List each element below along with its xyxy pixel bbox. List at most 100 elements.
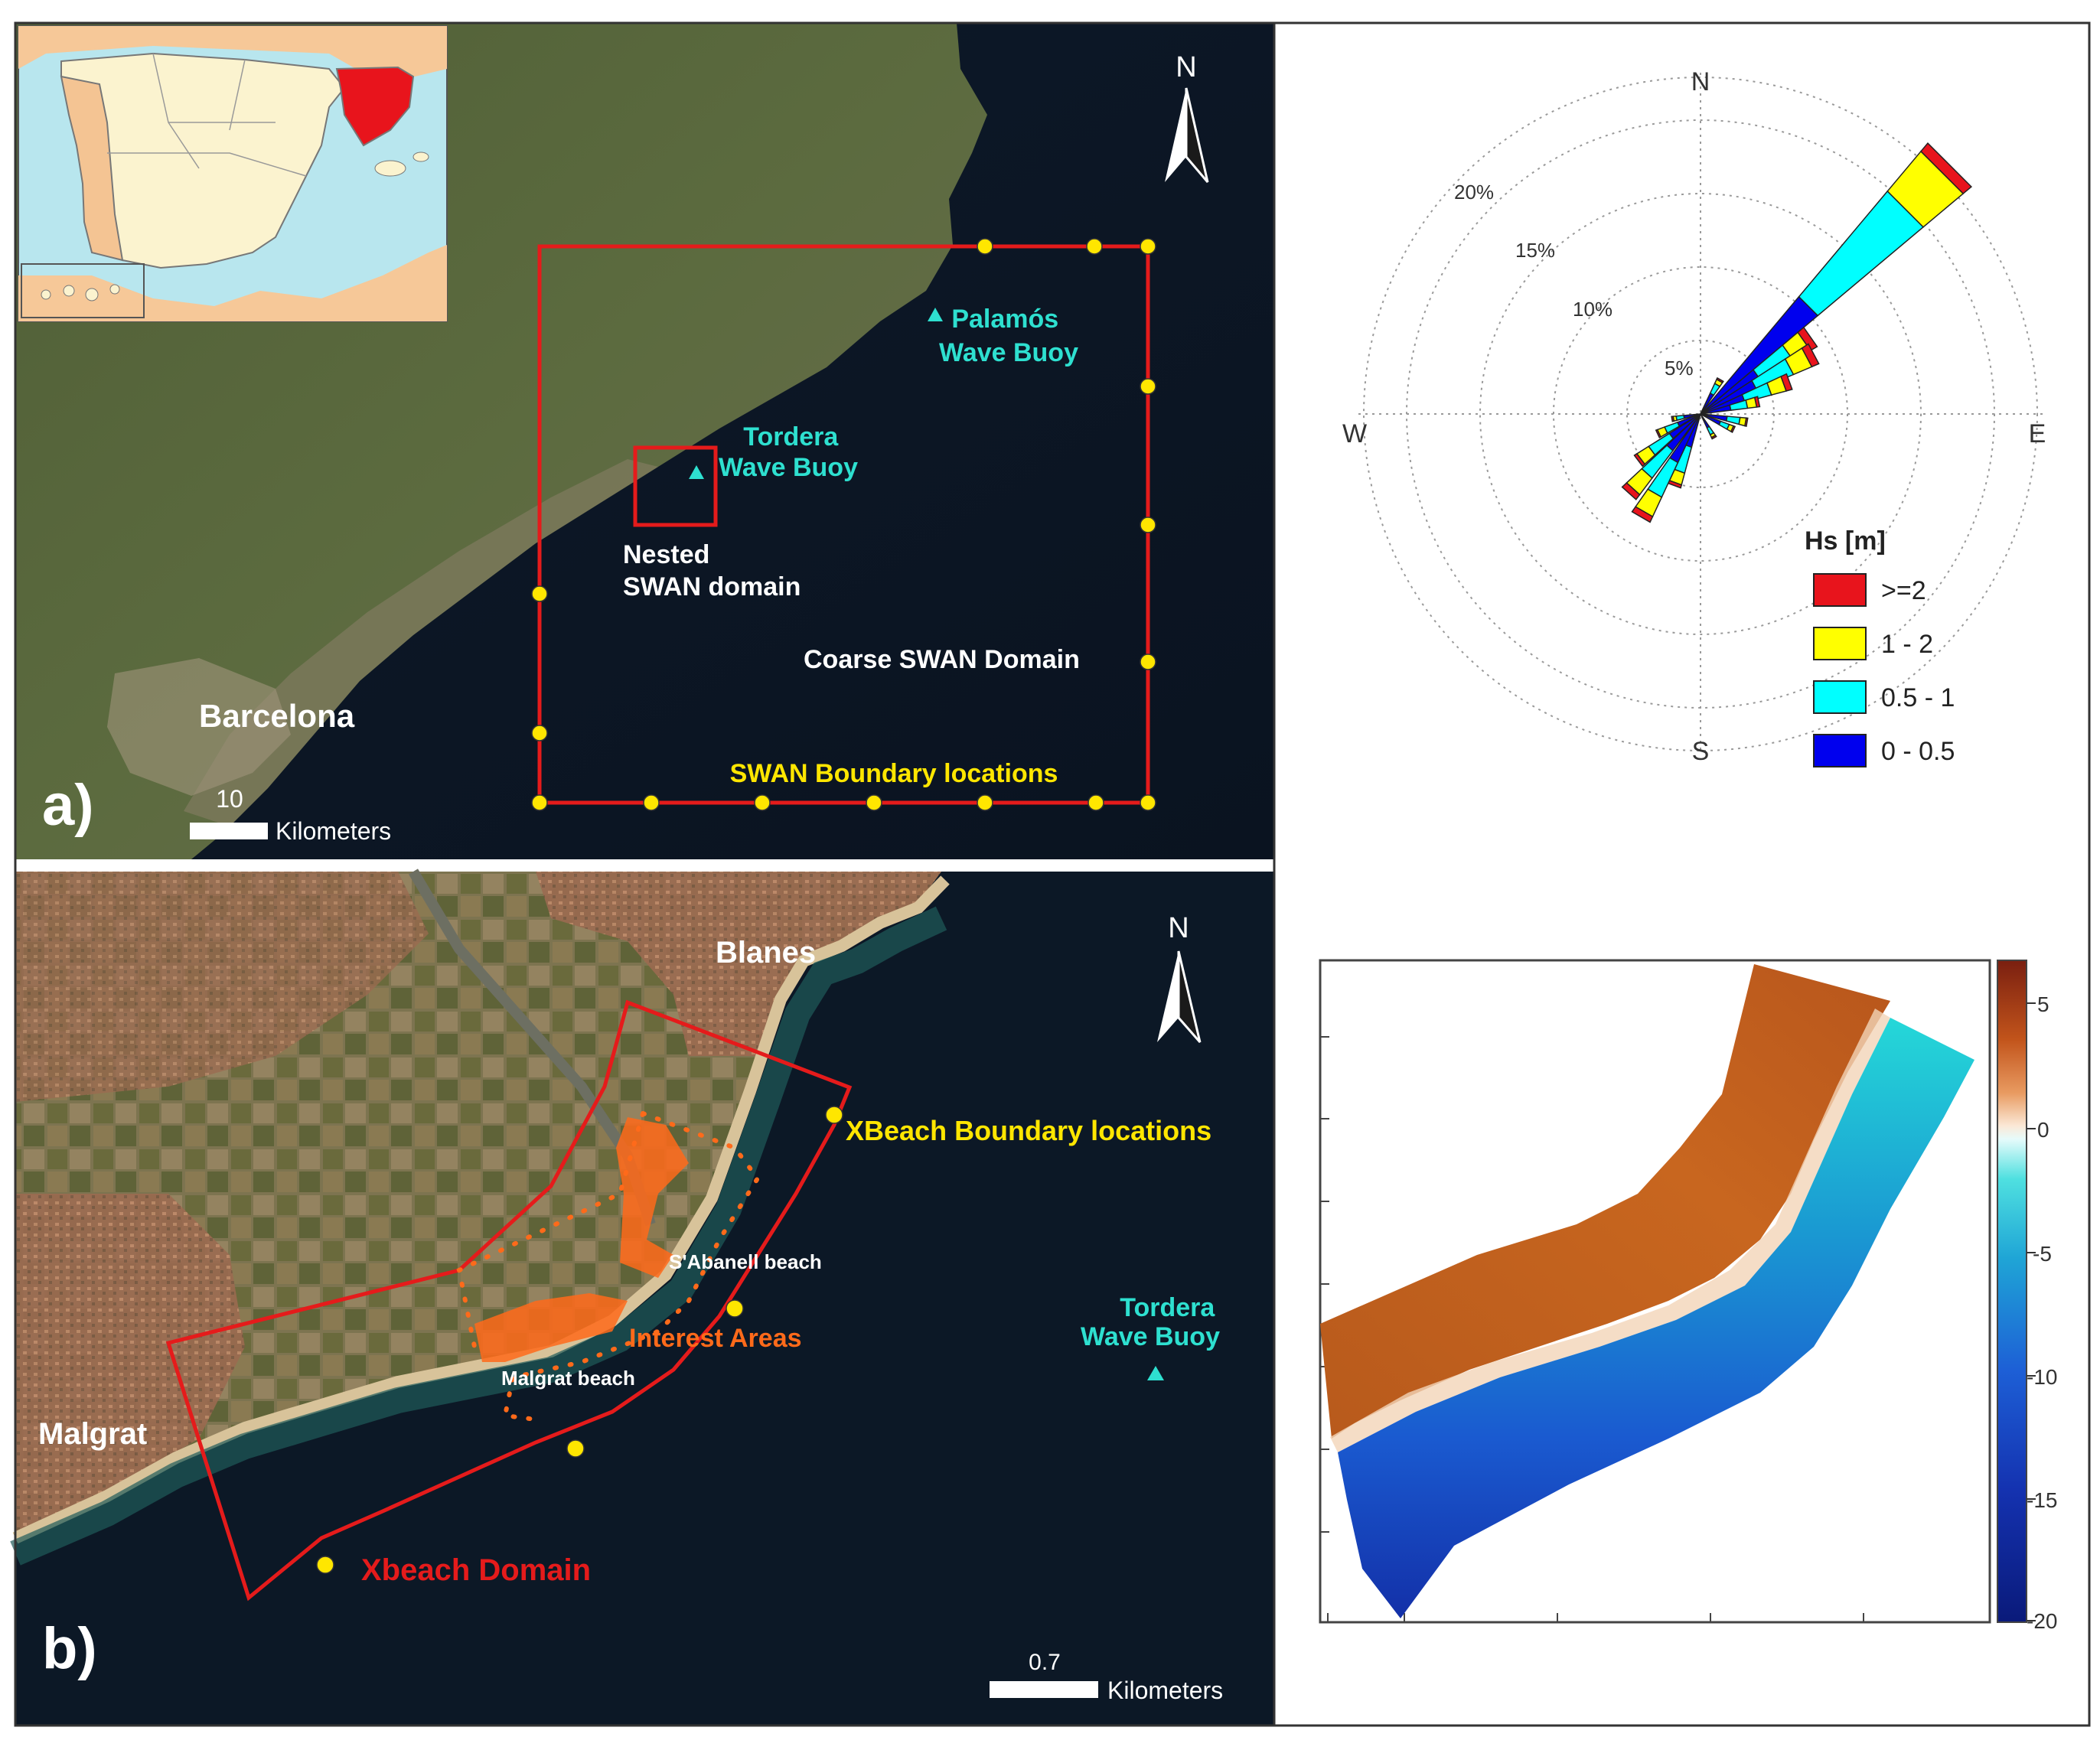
malgrat-beach-label: Malgrat beach (501, 1367, 635, 1390)
wave-rose-legend: Hs [m] >=2 1 - 2 0.5 - 1 0 - 0.5 (1805, 526, 1955, 767)
colorbar-label-minus20: -20 (2027, 1609, 2057, 1633)
xbeach-boundary-label: XBeach Boundary locations (846, 1115, 1211, 1146)
legend-label: >=2 (1881, 576, 1926, 605)
cardinal-east: E (2029, 419, 2046, 448)
swan-boundary-label: SWAN Boundary locations (730, 759, 1058, 788)
swan-boundary-point (531, 725, 548, 741)
shallow-water (10, 906, 947, 1566)
north-arrow-a: N (1165, 51, 1209, 183)
svg-text:Kilometers: Kilometers (1107, 1677, 1223, 1704)
coarse-swan-domain-label: Coarse SWAN Domain (804, 645, 1080, 674)
catalonia-highlight (335, 66, 415, 147)
cardinal-north: N (1691, 67, 1710, 96)
iberia-inset-map (18, 25, 448, 322)
svg-text:N: N (1168, 912, 1189, 944)
urban-coast (184, 459, 658, 826)
rose-petal-segment (1710, 434, 1717, 440)
swan-boundary-point (1140, 378, 1156, 395)
rose-petal-segment (1621, 482, 1641, 500)
urban-blanes (536, 872, 941, 1056)
rose-petal-segment (1655, 429, 1662, 439)
wave-rose-rings (1358, 73, 2043, 754)
urban-malgrat (15, 1194, 245, 1538)
bathymetry-sand (1330, 1009, 1890, 1452)
legend-swatch (1813, 734, 1867, 767)
north-arrow-b: N (1157, 912, 1202, 1043)
svg-text:Kilometers: Kilometers (276, 817, 391, 845)
barcelona-label: Barcelona (199, 698, 355, 734)
legend-label: 1 - 2 (1881, 630, 1933, 659)
palamos-buoy-label: Palamós Wave Buoy (939, 305, 1078, 367)
rose-petal-segment (1671, 416, 1675, 422)
beach-strip (12, 875, 950, 1544)
bathymetry-map: 5 0 -5 -10 -15 -20 (1319, 959, 2057, 1633)
swan-boundary-point (977, 238, 993, 255)
swan-boundary-point (977, 794, 993, 811)
panel-b-map: Blanes Malgrat XBeach Boundary locations… (10, 868, 1274, 1726)
panel-a-map: Palamós Wave Buoy Tordera Wave Buoy Nest… (15, 23, 1274, 859)
figure-frame (14, 21, 2091, 1727)
swan-boundary-points (531, 238, 1156, 811)
tordera-buoy-marker-a (689, 465, 704, 479)
panel-b-letter: b) (42, 1616, 97, 1681)
rose-petal-segment (1780, 373, 1793, 392)
interest-areas-label: Interest Areas (629, 1324, 802, 1353)
swan-boundary-point (1086, 238, 1103, 255)
palamos-buoy-marker (928, 308, 943, 321)
sabanell-beach-label: S'Abanell beach (669, 1250, 822, 1273)
xbeach-boundary-point (566, 1439, 585, 1458)
interest-area-north (616, 1117, 689, 1278)
cardinal-south: S (1692, 737, 1710, 766)
ring-label-15: 15% (1515, 239, 1555, 262)
scale-bar-b: 0.7 Kilometers (990, 1650, 1223, 1704)
colorbar-label-minus15: -15 (2027, 1488, 2057, 1512)
xbeach-domain-label: Xbeach Domain (361, 1553, 591, 1587)
tordera-buoy-label-a: Tordera Wave Buoy (719, 422, 858, 482)
rose-petal-segment (1631, 506, 1654, 523)
svg-text:0.7: 0.7 (1029, 1650, 1061, 1675)
rose-petal-segment (1797, 326, 1818, 351)
xbeach-boundary-points (316, 1106, 843, 1574)
rose-petal-segment (1633, 452, 1646, 468)
colorbar-label-0: 0 (2037, 1118, 2049, 1142)
portugal-outline (60, 75, 124, 262)
wave-rose-petals (1621, 142, 1973, 523)
blanes-label: Blanes (716, 936, 816, 970)
rose-petal-segment (1753, 396, 1761, 408)
interest-area-south (474, 1293, 628, 1362)
legend-swatch (1813, 573, 1867, 607)
swan-boundary-point (643, 794, 660, 811)
colorbar-ticks (2027, 1002, 2036, 1621)
rose-petal-segment (1725, 416, 1741, 425)
swan-boundary-point (754, 794, 771, 811)
swan-boundary-point (531, 585, 548, 602)
barcelona-area (107, 658, 291, 796)
nested-swan-domain-box (633, 445, 718, 527)
legend-title: Hs [m] (1805, 526, 1886, 556)
legend-label: 0.5 - 1 (1881, 683, 1955, 712)
ring-label-20: 20% (1454, 181, 1494, 204)
interest-area-dotted-boundary (456, 1111, 761, 1422)
scale-bar-a: 10 Kilometers (190, 785, 391, 845)
bathymetry-sea (1338, 1018, 1974, 1618)
swan-boundary-point (1140, 794, 1156, 811)
cardinal-west: W (1342, 419, 1367, 448)
legend-label: 0 - 0.5 (1881, 737, 1955, 766)
colorbar-label-5: 5 (2037, 992, 2049, 1016)
swan-boundary-point (531, 794, 548, 811)
rose-petal-segment (1801, 343, 1820, 368)
rose-petal-segment (1798, 190, 1925, 317)
colorbar (1997, 960, 2027, 1623)
legend-swatch (1813, 627, 1867, 660)
rose-petal-segment (1716, 376, 1724, 384)
ring-label-5: 5% (1665, 357, 1694, 380)
xbeach-domain-outline (165, 999, 853, 1602)
swan-boundary-point (1140, 653, 1156, 670)
rose-petal-segment (1730, 425, 1736, 434)
swan-boundary-point (1140, 238, 1156, 255)
svg-text:N: N (1176, 51, 1196, 83)
rose-petal-segment (1744, 417, 1749, 427)
bathymetry-land (1320, 964, 1890, 1439)
swan-boundary-point (1088, 794, 1104, 811)
